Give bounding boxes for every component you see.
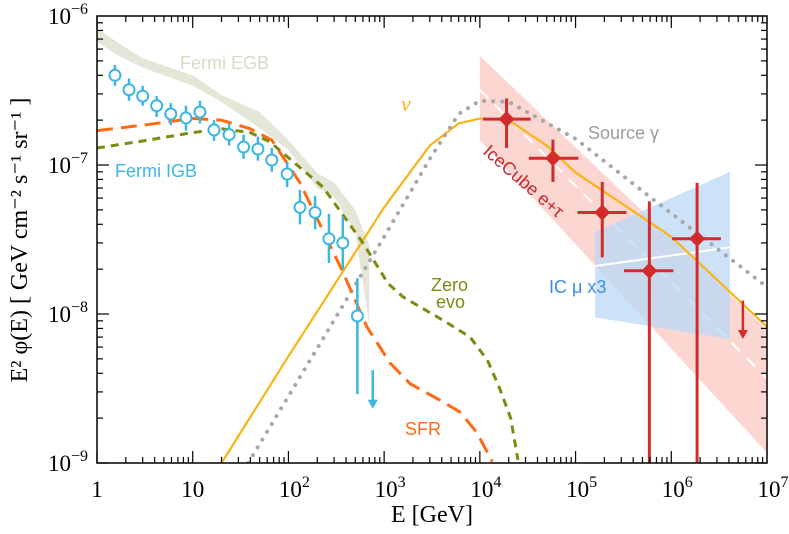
data-point-fermi-igb	[293, 200, 307, 214]
x-tick-label: 1	[91, 477, 103, 502]
tick-label-base: 10	[375, 477, 398, 502]
points-layer	[108, 64, 748, 463]
upper-limit-arrowhead-fermi-igb	[367, 399, 378, 409]
data-point-icecube-e	[594, 204, 611, 221]
x-tick-label: 105	[566, 474, 597, 502]
data-point-icecube-e	[689, 230, 706, 247]
label-sfr: SFR	[405, 419, 441, 439]
data-point-fermi-igb	[265, 153, 279, 167]
tick-label-base: 10	[758, 477, 781, 502]
tick-label-base: 10	[279, 477, 302, 502]
curve-	[220, 117, 767, 463]
tick-label-exponent: 7	[781, 474, 789, 491]
y-axis-title: E² φ(E) [ GeV cm⁻² s⁻¹ sr⁻¹ ]	[7, 98, 33, 383]
tick-label-base: 10	[48, 302, 71, 327]
data-point-fermi-igb	[251, 142, 265, 156]
data-point-fermi-igb	[308, 205, 322, 219]
curve-sfr	[97, 117, 494, 463]
tick-label-base: 10	[48, 153, 71, 178]
data-point-fermi-igb	[350, 309, 364, 323]
y-tick-label: 10−9	[48, 448, 88, 476]
tick-label-exponent: 5	[589, 474, 597, 491]
x-tick-label: 102	[279, 474, 310, 502]
data-point-fermi-igb	[136, 89, 150, 103]
label-fermi-igb: Fermi IGB	[115, 161, 197, 181]
upper-limit-arrowhead-icecube-e	[737, 330, 748, 340]
data-point-icecube-e	[498, 111, 515, 128]
tick-label-base: 10	[48, 4, 71, 29]
tick-label-exponent: 6	[685, 474, 693, 491]
data-point-icecube-e	[641, 262, 658, 279]
x-axis-title: E [GeV]	[391, 502, 473, 528]
data-point-fermi-igb	[164, 107, 178, 121]
x-tick-label: 104	[470, 474, 501, 502]
x-tick-label: 106	[662, 474, 693, 502]
data-point-fermi-igb	[322, 232, 336, 246]
curve-zero-evo	[97, 127, 520, 461]
label-source-gamma: Source γ	[588, 123, 659, 143]
data-point-icecube-e	[544, 150, 561, 167]
data-point-fermi-igb	[207, 123, 221, 137]
data-point-fermi-igb	[336, 236, 350, 250]
label-nu: ν	[401, 91, 411, 116]
tick-label-base: 10	[470, 477, 493, 502]
tick-label-base: 1	[91, 477, 103, 502]
data-point-fermi-igb	[237, 140, 251, 154]
tick-label-base: 10	[48, 451, 71, 476]
label-zero-evo-line1: Zero	[431, 275, 468, 295]
tick-label-base: 10	[181, 477, 204, 502]
data-point-fermi-igb	[179, 111, 193, 125]
band-fermi-egb	[97, 28, 370, 326]
label-zero-evo-line2: evo	[436, 292, 465, 312]
data-point-fermi-igb	[108, 68, 122, 82]
tick-label-exponent: 2	[302, 474, 310, 491]
data-point-fermi-igb	[193, 105, 207, 119]
curves-layer	[97, 98, 767, 463]
tick-label-exponent: 4	[493, 474, 501, 491]
plot-frame	[96, 15, 768, 464]
tick-label-exponent: −7	[71, 150, 88, 167]
x-tick-label: 103	[375, 474, 406, 502]
data-point-fermi-igb	[280, 167, 294, 181]
tick-label-exponent: 3	[398, 474, 406, 491]
curve-source	[246, 98, 765, 463]
y-tick-label: 10−7	[48, 150, 88, 178]
tick-label-base: 10	[662, 477, 685, 502]
bands-layer	[97, 28, 767, 453]
data-point-fermi-igb	[150, 99, 164, 113]
x-tick-label: 107	[758, 474, 789, 502]
y-tick-label: 10−6	[48, 1, 88, 29]
axis-ticks	[96, 16, 767, 464]
tick-label-base: 10	[566, 477, 589, 502]
x-tick-label: 10	[181, 477, 204, 502]
label-fermi-egb: Fermi EGB	[180, 53, 269, 73]
y-tick-label: 10−8	[48, 299, 88, 327]
tick-label-exponent: −8	[71, 299, 88, 316]
label-ic-mu: IC μ x3	[549, 277, 606, 297]
tick-label-exponent: −9	[71, 448, 88, 465]
data-point-fermi-igb	[122, 83, 136, 97]
best-fit-ic-x3	[594, 246, 731, 267]
data-point-fermi-igb	[222, 128, 236, 142]
tick-label-exponent: −6	[71, 1, 88, 18]
